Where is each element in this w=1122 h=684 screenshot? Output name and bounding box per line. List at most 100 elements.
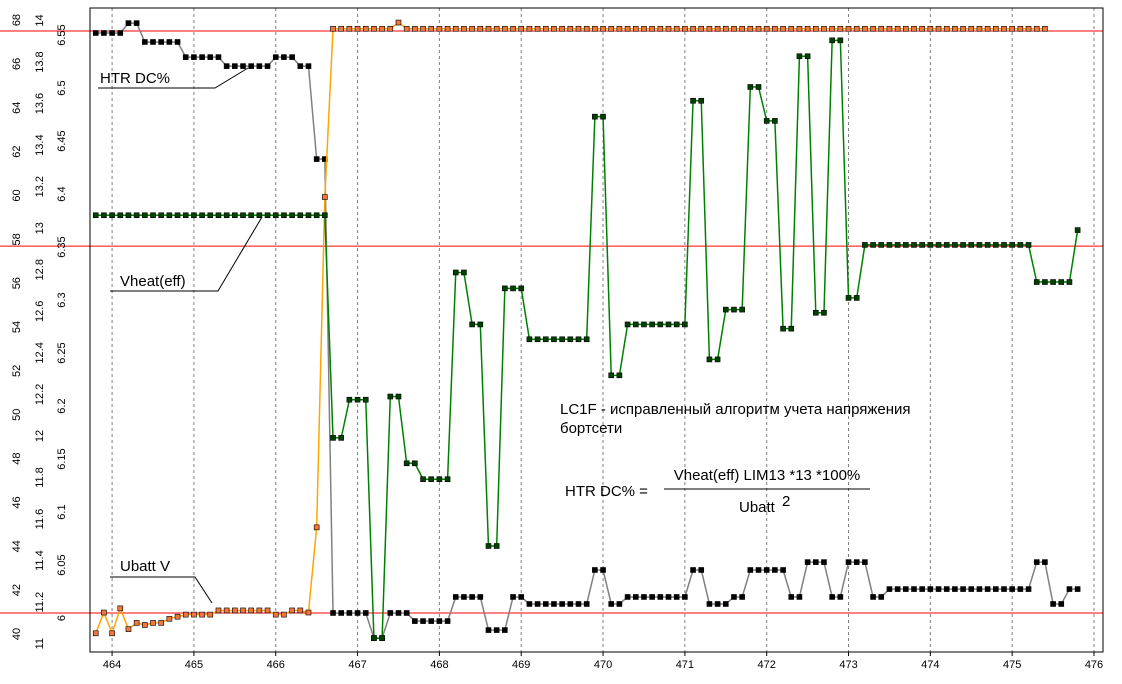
x-tick-label: 470	[594, 659, 612, 671]
point-marker	[502, 627, 508, 633]
point-marker	[731, 594, 737, 600]
point-marker	[272, 611, 279, 618]
point-marker	[485, 25, 492, 32]
point-marker	[886, 242, 893, 248]
point-marker	[452, 594, 459, 600]
point-marker	[1017, 242, 1024, 248]
point-marker	[649, 25, 655, 32]
point-marker	[755, 25, 762, 32]
point-marker	[739, 594, 745, 600]
point-marker	[845, 25, 852, 32]
point-marker	[436, 618, 443, 624]
point-marker	[763, 567, 770, 573]
point-marker	[150, 620, 156, 626]
formula-denominator: Ubatt	[739, 499, 776, 516]
point-marker	[804, 25, 811, 32]
y-tick-label: 68	[11, 14, 23, 26]
point-marker	[109, 630, 115, 637]
point-marker	[935, 242, 942, 248]
point-marker	[371, 635, 377, 642]
point-marker	[575, 25, 582, 32]
point-marker	[428, 476, 435, 483]
point-marker	[673, 25, 680, 32]
series-label: Vheat(eff)	[120, 273, 186, 290]
y2-tick-label: 11.8	[34, 467, 46, 488]
point-marker	[698, 97, 705, 104]
point-marker	[632, 594, 639, 600]
point-marker	[92, 212, 99, 219]
point-marker	[1025, 25, 1032, 32]
point-marker	[542, 336, 549, 343]
point-marker	[616, 372, 623, 379]
point-marker	[518, 25, 525, 32]
point-marker	[101, 30, 107, 36]
y3-tick-label: 6.45	[56, 130, 68, 151]
y3-tick-label: 6.05	[56, 554, 68, 575]
point-marker	[1042, 279, 1048, 285]
point-marker	[657, 594, 664, 600]
point-marker	[608, 601, 615, 607]
point-marker	[952, 242, 958, 248]
point-marker	[174, 39, 181, 45]
point-marker	[420, 25, 426, 32]
tick-layer: 464 465 466 467 468 469 470 471 472 473 474 475 4764…	[11, 14, 1103, 671]
point-marker	[142, 622, 148, 628]
point-marker	[452, 25, 459, 32]
point-marker	[1058, 279, 1065, 285]
y2-tick-label: 11.2	[34, 592, 46, 613]
point-marker	[330, 25, 336, 32]
point-marker	[943, 242, 950, 248]
point-marker	[665, 594, 672, 600]
y3-tick-label: 6.2	[56, 398, 68, 413]
y3-tick-label: 6.3	[56, 292, 68, 307]
point-marker	[428, 25, 435, 32]
point-marker	[272, 212, 279, 219]
point-marker	[559, 601, 565, 607]
point-marker	[862, 559, 868, 565]
point-marker	[1042, 559, 1048, 565]
point-marker	[968, 25, 975, 32]
y2-tick-label: 13.8	[34, 51, 46, 72]
point-marker	[395, 19, 402, 26]
point-marker	[493, 543, 500, 549]
point-marker	[837, 25, 844, 32]
point-marker	[747, 84, 754, 90]
point-marker	[575, 601, 582, 607]
point-marker	[469, 321, 475, 328]
point-marker	[984, 586, 991, 592]
point-marker	[199, 54, 205, 60]
point-marker	[1033, 25, 1040, 32]
point-marker	[387, 610, 394, 616]
point-marker	[731, 25, 737, 32]
point-marker	[133, 212, 140, 219]
point-marker	[526, 25, 533, 32]
point-marker	[952, 25, 958, 32]
point-marker	[493, 25, 500, 32]
y-tick-label: 56	[11, 277, 23, 289]
point-marker	[420, 618, 426, 624]
point-marker	[886, 586, 893, 592]
point-marker	[583, 601, 590, 607]
point-marker	[739, 306, 745, 313]
point-marker	[886, 25, 893, 32]
y3-tick-label: 6.15	[56, 448, 68, 469]
point-marker	[436, 25, 443, 32]
point-marker	[763, 25, 770, 32]
y2-tick-label: 13.4	[34, 134, 46, 155]
x-tick-label: 471	[676, 659, 694, 671]
point-marker	[1009, 242, 1015, 248]
point-marker	[1074, 586, 1081, 592]
point-marker	[943, 586, 950, 592]
point-marker	[551, 601, 557, 607]
point-marker	[387, 25, 394, 32]
point-marker	[927, 242, 934, 248]
leader-line	[110, 576, 213, 604]
point-marker	[354, 25, 361, 32]
point-marker	[207, 54, 214, 60]
point-marker	[371, 25, 377, 32]
point-marker	[125, 626, 132, 632]
point-marker	[960, 586, 966, 592]
point-marker	[993, 586, 999, 592]
point-marker	[101, 212, 107, 219]
y2-tick-label: 11	[34, 638, 46, 649]
